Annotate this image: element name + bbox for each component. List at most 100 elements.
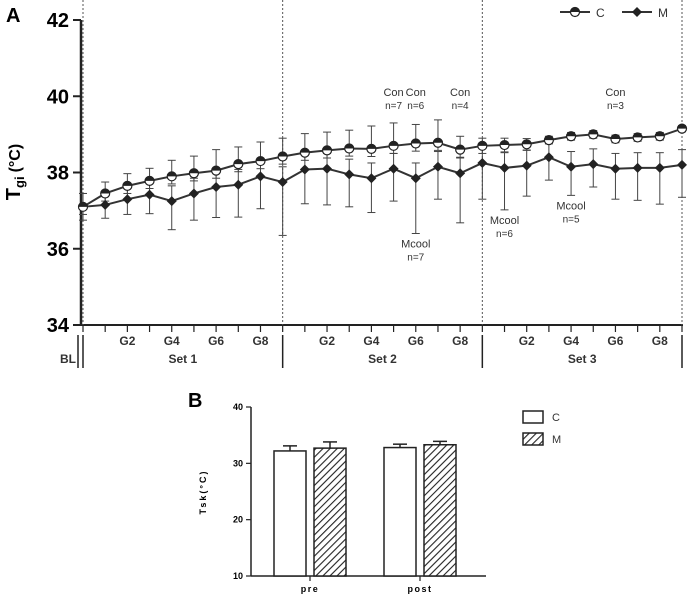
y-tick-label: 36 <box>47 239 69 261</box>
panel-b-y-axis-title: Tsk(°C) <box>198 470 208 515</box>
panel-b-legend: CM <box>522 410 561 446</box>
marker-C-fill <box>145 176 155 181</box>
marker-M <box>322 163 333 174</box>
annotation-n: n=6 <box>407 101 424 112</box>
legend-label-C: C <box>596 6 605 20</box>
y-tick-label: 42 <box>47 10 69 32</box>
annotation-label: Con <box>450 87 470 99</box>
marker-C-fill <box>300 148 310 153</box>
y-tick-label: 40 <box>47 86 69 108</box>
marker-C-fill <box>278 151 288 157</box>
marker-C-fill <box>433 138 443 143</box>
x-tick-label: G4 <box>563 334 579 348</box>
bar-M-pre <box>313 447 347 577</box>
marker-C-fill <box>255 156 265 162</box>
annotations: Con n=7 Con n=6 Con n=4 Con n=3 Mcool n=7 Mcool n=6… <box>383 87 625 264</box>
y-tick-label: 34 <box>47 315 70 337</box>
marker-M <box>255 171 266 182</box>
panel-b: B Tsk(°C) 10 20 30 40 pre post CM <box>188 390 561 594</box>
series-line-C <box>82 127 683 208</box>
legend-marker-C-fill <box>570 7 580 12</box>
marker-M <box>344 169 355 180</box>
marker-C-fill <box>344 143 354 149</box>
marker-C-fill <box>455 145 465 150</box>
panel-a-label: A <box>6 5 20 27</box>
annotation-label: Con <box>406 87 426 99</box>
marker-C-fill <box>366 144 376 149</box>
marker-M <box>566 161 577 172</box>
x-tick-label: G6 <box>607 334 623 348</box>
x-tick-label: G2 <box>119 334 135 348</box>
annotation-n: n=7 <box>407 253 424 264</box>
marker-M <box>432 161 443 172</box>
marker-M <box>610 163 621 174</box>
marker-C-fill <box>655 131 665 137</box>
series-line-M <box>82 156 683 208</box>
annotation-label: Con <box>383 87 403 99</box>
legend-swatch-M <box>522 432 544 446</box>
annotation-n: n=7 <box>385 101 402 112</box>
bars <box>273 440 457 577</box>
marker-M <box>233 179 244 190</box>
marker-M <box>211 181 222 192</box>
marker-M <box>477 157 488 168</box>
marker-M <box>299 164 310 175</box>
marker-C-fill <box>588 129 598 135</box>
marker-M <box>122 194 133 205</box>
marker-C-fill <box>566 131 576 137</box>
marker-C-fill <box>389 141 399 146</box>
marker-M <box>166 196 177 207</box>
marker-C-fill <box>544 135 554 141</box>
x-tick-label: pre <box>301 584 320 594</box>
marker-C-fill <box>167 171 177 177</box>
marker-M <box>366 173 377 184</box>
marker-C-fill <box>633 132 643 138</box>
set-label: Set 3 <box>568 352 597 366</box>
marker-M <box>632 162 643 173</box>
marker-M <box>188 188 199 199</box>
panel-b-label: B <box>188 390 202 412</box>
baseline-label: BL <box>60 352 76 366</box>
legend-label-M: M <box>658 6 668 20</box>
x-tick-label: G8 <box>252 334 268 348</box>
x-tick-label: G8 <box>452 334 468 348</box>
marker-C-fill <box>233 159 243 165</box>
legend-marker-M <box>632 7 642 17</box>
x-tick-label: G2 <box>319 334 335 348</box>
y-tick-label: 40 <box>233 402 243 412</box>
marker-C-fill <box>189 168 199 174</box>
marker-M <box>144 189 155 200</box>
legend-label-M: M <box>552 434 561 446</box>
marker-M <box>100 199 111 210</box>
y-tick-label: 38 <box>47 163 69 185</box>
bar-C-pre <box>273 450 307 577</box>
marker-M <box>277 177 288 188</box>
set-label: Set 1 <box>168 352 197 366</box>
panel-b-axes: 10 20 30 40 pre post <box>233 402 486 594</box>
marker-M <box>388 163 399 174</box>
legend-label-C: C <box>552 412 560 424</box>
x-tick-label: G6 <box>208 334 224 348</box>
marker-M <box>588 159 599 170</box>
set-label: Set 2 <box>368 352 397 366</box>
x-tick-label: G6 <box>408 334 424 348</box>
marker-M <box>455 168 466 179</box>
marker-M <box>677 159 687 170</box>
marker-C-fill <box>610 134 620 139</box>
marker-M <box>410 173 421 184</box>
annotation-label: Con <box>605 87 625 99</box>
marker-M <box>499 162 510 173</box>
y-tick-label: 30 <box>233 458 243 468</box>
x-tick-label: G2 <box>519 334 535 348</box>
marker-C-fill <box>522 139 532 145</box>
annotation-label: Mcool <box>556 200 585 212</box>
panel-a-axes: 34 36 38 40 42 BL Set 1 G2 G4 G6 G8 Set 2 G2 G4 G6 G8 Se… <box>47 10 683 368</box>
annotation-label: Mcool <box>401 239 430 251</box>
x-tick-label: G4 <box>164 334 180 348</box>
marker-M <box>543 152 554 163</box>
annotation-n: n=4 <box>452 101 469 112</box>
annotation-label: Mcool <box>490 215 519 227</box>
y-tick-label: 20 <box>233 515 243 525</box>
series-markers <box>77 123 688 212</box>
